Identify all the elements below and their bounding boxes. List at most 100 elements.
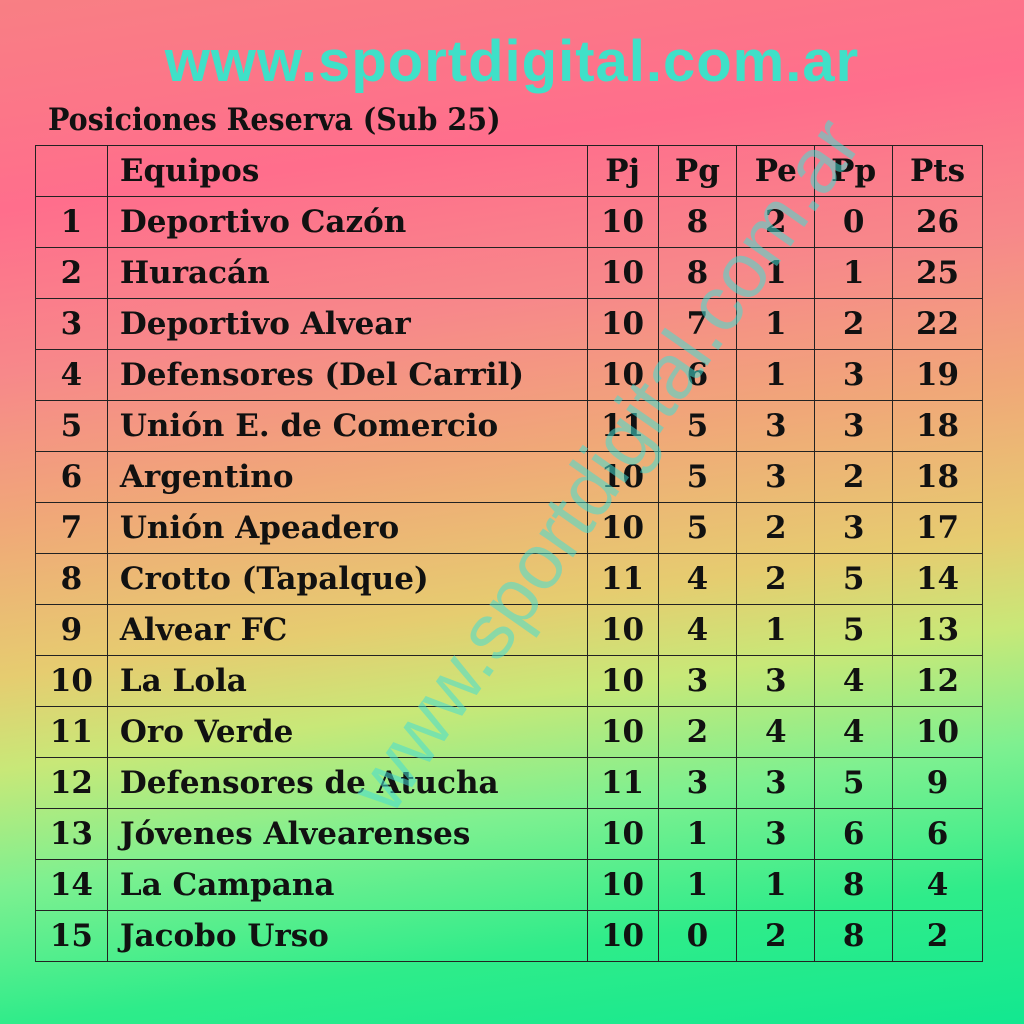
cell-lost: 6 bbox=[814, 808, 894, 860]
header-row: Equipos Pj Pg Pe Pp Pts bbox=[35, 145, 983, 197]
table-row: 4 Defensores (Del Carril) 10 6 1 3 19 bbox=[35, 349, 983, 401]
cell-won: 4 bbox=[657, 553, 738, 605]
cell-rank: 2 bbox=[35, 247, 108, 299]
cell-played: 11 bbox=[586, 757, 659, 809]
cell-rank: 11 bbox=[35, 706, 108, 758]
cell-lost: 3 bbox=[814, 400, 894, 452]
column-header-rank bbox=[35, 145, 108, 197]
cell-lost: 2 bbox=[814, 298, 894, 350]
cell-played: 10 bbox=[586, 655, 659, 707]
table-row: 9 Alvear FC 10 4 1 5 13 bbox=[35, 604, 983, 656]
cell-won: 3 bbox=[657, 757, 738, 809]
cell-played: 10 bbox=[586, 349, 659, 401]
cell-played: 10 bbox=[586, 910, 659, 962]
cell-team: Unión E. de Comercio bbox=[106, 400, 588, 452]
column-header-played: Pj bbox=[586, 145, 659, 197]
cell-won: 6 bbox=[657, 349, 738, 401]
table-row: 15 Jacobo Urso 10 0 2 8 2 bbox=[35, 910, 983, 962]
column-header-team: Equipos bbox=[106, 145, 588, 197]
cell-rank: 15 bbox=[35, 910, 108, 962]
cell-played: 10 bbox=[586, 859, 659, 911]
cell-lost: 3 bbox=[814, 349, 894, 401]
cell-lost: 5 bbox=[814, 604, 894, 656]
cell-rank: 10 bbox=[35, 655, 108, 707]
cell-played: 10 bbox=[586, 808, 659, 860]
cell-rank: 13 bbox=[35, 808, 108, 860]
cell-drawn: 2 bbox=[736, 910, 816, 962]
cell-rank: 5 bbox=[35, 400, 108, 452]
cell-drawn: 1 bbox=[736, 604, 816, 656]
cell-points: 18 bbox=[892, 451, 983, 503]
table-row: 8 Crotto (Tapalque) 11 4 2 5 14 bbox=[35, 553, 983, 605]
cell-won: 5 bbox=[657, 400, 738, 452]
column-header-points: Pts bbox=[892, 145, 983, 197]
cell-team: Unión Apeadero bbox=[106, 502, 588, 554]
cell-won: 4 bbox=[657, 604, 738, 656]
cell-points: 10 bbox=[892, 706, 983, 758]
table-row: 2 Huracán 10 8 1 1 25 bbox=[35, 247, 983, 299]
table-row: 10 La Lola 10 3 3 4 12 bbox=[35, 655, 983, 707]
cell-drawn: 2 bbox=[736, 502, 816, 554]
cell-drawn: 4 bbox=[736, 706, 816, 758]
cell-rank: 1 bbox=[35, 196, 108, 248]
cell-team: La Campana bbox=[106, 859, 588, 911]
cell-played: 11 bbox=[586, 400, 659, 452]
cell-drawn: 2 bbox=[736, 196, 816, 248]
table-row: 5 Unión E. de Comercio 11 5 3 3 18 bbox=[35, 400, 983, 452]
cell-lost: 8 bbox=[814, 910, 894, 962]
table-row: 12 Defensores de Atucha 11 3 3 5 9 bbox=[35, 757, 983, 809]
cell-lost: 1 bbox=[814, 247, 894, 299]
column-header-drawn: Pe bbox=[736, 145, 816, 197]
cell-drawn: 2 bbox=[736, 553, 816, 605]
column-header-won: Pg bbox=[657, 145, 738, 197]
table-row: 11 Oro Verde 10 2 4 4 10 bbox=[35, 706, 983, 758]
cell-rank: 14 bbox=[35, 859, 108, 911]
cell-team: Argentino bbox=[106, 451, 588, 503]
cell-rank: 12 bbox=[35, 757, 108, 809]
cell-lost: 8 bbox=[814, 859, 894, 911]
cell-played: 10 bbox=[586, 451, 659, 503]
cell-team: La Lola bbox=[106, 655, 588, 707]
cell-points: 22 bbox=[892, 298, 983, 350]
cell-drawn: 3 bbox=[736, 400, 816, 452]
cell-team: Alvear FC bbox=[106, 604, 588, 656]
cell-won: 2 bbox=[657, 706, 738, 758]
table-row: 7 Unión Apeadero 10 5 2 3 17 bbox=[35, 502, 983, 554]
cell-won: 0 bbox=[657, 910, 738, 962]
cell-rank: 8 bbox=[35, 553, 108, 605]
cell-points: 4 bbox=[892, 859, 983, 911]
cell-played: 10 bbox=[586, 502, 659, 554]
table-row: 1 Deportivo Cazón 10 8 2 0 26 bbox=[35, 196, 983, 248]
cell-won: 1 bbox=[657, 808, 738, 860]
cell-team: Defensores (Del Carril) bbox=[106, 349, 588, 401]
column-header-lost: Pp bbox=[814, 145, 894, 197]
cell-points: 2 bbox=[892, 910, 983, 962]
cell-drawn: 3 bbox=[736, 655, 816, 707]
cell-points: 25 bbox=[892, 247, 983, 299]
table-row: 3 Deportivo Alvear 10 7 1 2 22 bbox=[35, 298, 983, 350]
cell-team: Jóvenes Alvearenses bbox=[106, 808, 588, 860]
cell-drawn: 1 bbox=[736, 859, 816, 911]
cell-team: Defensores de Atucha bbox=[106, 757, 588, 809]
cell-drawn: 1 bbox=[736, 298, 816, 350]
cell-won: 1 bbox=[657, 859, 738, 911]
cell-lost: 4 bbox=[814, 706, 894, 758]
cell-drawn: 3 bbox=[736, 757, 816, 809]
cell-team: Huracán bbox=[106, 247, 588, 299]
cell-lost: 2 bbox=[814, 451, 894, 503]
cell-team: Jacobo Urso bbox=[106, 910, 588, 962]
cell-played: 10 bbox=[586, 604, 659, 656]
cell-played: 10 bbox=[586, 298, 659, 350]
cell-points: 13 bbox=[892, 604, 983, 656]
table-row: 13 Jóvenes Alvearenses 10 1 3 6 6 bbox=[35, 808, 983, 860]
cell-won: 5 bbox=[657, 502, 738, 554]
cell-drawn: 3 bbox=[736, 451, 816, 503]
cell-lost: 4 bbox=[814, 655, 894, 707]
cell-points: 6 bbox=[892, 808, 983, 860]
cell-points: 17 bbox=[892, 502, 983, 554]
cell-drawn: 1 bbox=[736, 247, 816, 299]
cell-team: Crotto (Tapalque) bbox=[106, 553, 588, 605]
table-row: 6 Argentino 10 5 3 2 18 bbox=[35, 451, 983, 503]
cell-won: 8 bbox=[657, 196, 738, 248]
cell-rank: 7 bbox=[35, 502, 108, 554]
